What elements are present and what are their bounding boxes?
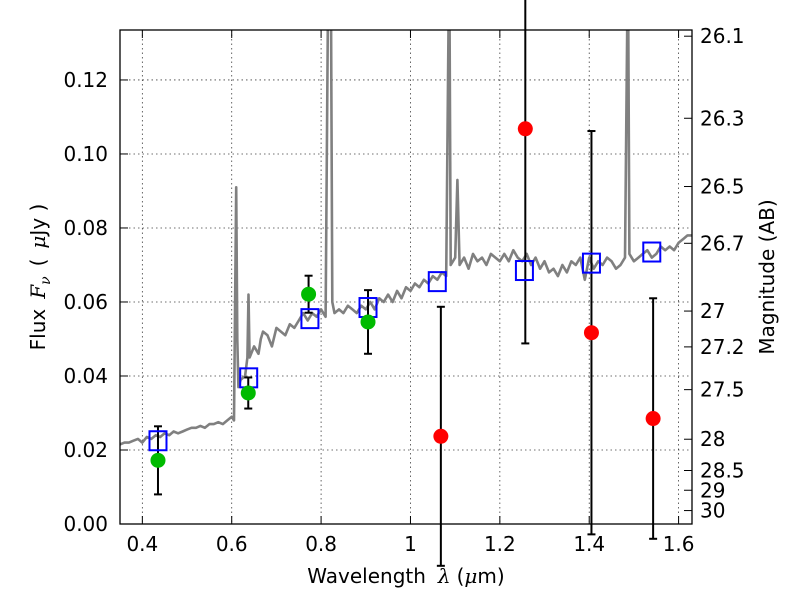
x-axis-label-unit-mu: μ xyxy=(464,564,477,588)
y-tick-label: 0.06 xyxy=(63,290,108,314)
nir-detection-point xyxy=(433,428,449,444)
y-axis-label-unit-rest: Jy ) xyxy=(26,204,50,238)
y-axis-label: Flux Fν ( μJy ) xyxy=(26,204,54,351)
mag-tick-label: 27 xyxy=(700,299,725,323)
optical-detection-point xyxy=(301,286,317,302)
optical-detection-point xyxy=(240,385,256,401)
x-tick-label: 0.6 xyxy=(216,532,248,556)
nir-detection-point xyxy=(583,325,599,341)
mag-tick-label: 28.5 xyxy=(700,459,745,483)
mag-tick-label: 26.7 xyxy=(700,231,745,255)
x-axis-label: Wavelength λ (μm) xyxy=(307,564,504,588)
y-axis-label-unit-open: ( xyxy=(26,259,50,267)
nir-detection-point xyxy=(645,411,661,427)
x-tick-label: 1.6 xyxy=(663,532,695,556)
mag-tick-label: 29 xyxy=(700,478,725,502)
model-photometry-square xyxy=(642,241,662,263)
y-tick-label: 0.10 xyxy=(63,142,108,166)
y2-axis-label: Magnitude (AB) xyxy=(755,199,779,354)
optical-detection-point xyxy=(150,452,166,468)
model-photometry-square xyxy=(581,252,601,274)
y-axis-label-name: Flux xyxy=(26,309,50,351)
x-axis-label-symbol: λ xyxy=(437,564,451,588)
model-photometry-square xyxy=(148,430,168,452)
optical-detection-point xyxy=(360,314,376,330)
plot-area xyxy=(120,30,692,446)
y-tick-label: 0.04 xyxy=(63,364,108,388)
mag-tick-label: 28 xyxy=(700,427,725,451)
model-photometry-square xyxy=(427,271,447,293)
x-tick-label: 1.4 xyxy=(573,532,605,556)
plot-frame xyxy=(119,29,693,525)
y-tick-label: 0.08 xyxy=(63,216,108,240)
y-tick-label: 0.12 xyxy=(63,68,108,92)
x-axis-label-unit-rest: m) xyxy=(477,564,504,588)
y-axis-label-unit-mu: μ xyxy=(26,236,50,249)
y-tick-label: 0.02 xyxy=(63,438,108,462)
nir-detection-point xyxy=(517,121,533,137)
model-photometry-square xyxy=(300,308,320,330)
y-axis-label-symbol-sub: ν xyxy=(38,276,54,285)
model-photometry-square xyxy=(514,260,534,282)
y-tick-label: 0.00 xyxy=(63,512,108,536)
x-tick-label: 0.4 xyxy=(126,532,158,556)
mag-tick-label: 30 xyxy=(700,499,725,523)
y-axis-label-symbol: F xyxy=(26,284,50,300)
mag-tick-label: 26.5 xyxy=(700,175,745,199)
x-tick-label: 1.2 xyxy=(484,532,516,556)
x-axis-label-unit-open: ( xyxy=(457,564,465,588)
ticks: 0.4 0.6 0.8 1 1.2 1.4 1.6 0.00 0.02 0.04 0.06 0.08 0… xyxy=(63,24,744,556)
mag-tick-label: 26.3 xyxy=(700,106,745,130)
x-tick-label: 1 xyxy=(404,532,417,556)
errorbars xyxy=(148,0,662,567)
x-tick-label: 0.8 xyxy=(305,532,337,556)
grid xyxy=(120,30,692,524)
mag-tick-label: 27.5 xyxy=(700,378,745,402)
mag-tick-label: 27.2 xyxy=(700,335,745,359)
model-spectrum-line xyxy=(120,30,692,446)
mag-tick-label: 26.1 xyxy=(700,24,745,48)
x-axis-label-name: Wavelength xyxy=(307,564,426,588)
